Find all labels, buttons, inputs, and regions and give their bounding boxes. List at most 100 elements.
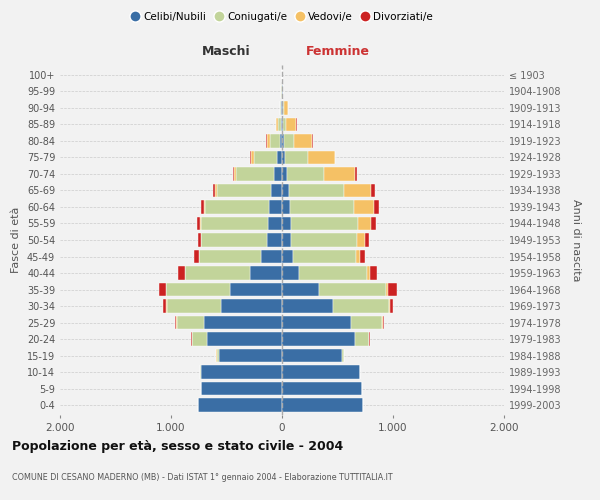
Text: Maschi: Maschi: [202, 44, 251, 58]
Bar: [357, 234, 365, 246]
Bar: [192, 332, 206, 345]
Bar: [365, 234, 369, 246]
Bar: [324, 168, 355, 180]
Bar: [282, 250, 293, 263]
Bar: [236, 168, 274, 180]
Bar: [354, 200, 374, 213]
Bar: [352, 316, 382, 329]
Bar: [178, 266, 185, 280]
Bar: [383, 316, 385, 329]
Bar: [206, 332, 282, 345]
Bar: [286, 118, 296, 131]
Bar: [371, 217, 376, 230]
Bar: [282, 102, 283, 114]
Bar: [160, 283, 166, 296]
Bar: [299, 266, 367, 280]
Bar: [282, 168, 287, 180]
Bar: [230, 283, 282, 296]
Bar: [201, 382, 282, 395]
Text: Popolazione per età, sesso e stato civile - 2004: Popolazione per età, sesso e stato civil…: [12, 440, 343, 453]
Y-axis label: Fasce di età: Fasce di età: [11, 207, 21, 273]
Bar: [194, 250, 199, 263]
Bar: [287, 168, 324, 180]
Bar: [382, 316, 383, 329]
Bar: [282, 316, 352, 329]
Bar: [221, 300, 282, 312]
Bar: [308, 151, 335, 164]
Bar: [199, 250, 262, 263]
Bar: [319, 283, 386, 296]
Bar: [282, 200, 290, 213]
Bar: [167, 300, 221, 312]
Bar: [282, 366, 360, 378]
Bar: [355, 332, 368, 345]
Bar: [282, 283, 319, 296]
Bar: [342, 349, 344, 362]
Bar: [204, 316, 282, 329]
Bar: [219, 349, 282, 362]
Bar: [291, 234, 357, 246]
Bar: [213, 184, 215, 197]
Y-axis label: Anni di nascita: Anni di nascita: [571, 198, 581, 281]
Bar: [163, 300, 166, 312]
Bar: [282, 382, 362, 395]
Bar: [280, 134, 282, 147]
Bar: [358, 217, 371, 230]
Bar: [280, 102, 281, 114]
Bar: [282, 184, 289, 197]
Bar: [290, 200, 354, 213]
Bar: [289, 184, 344, 197]
Bar: [371, 184, 374, 197]
Bar: [277, 151, 282, 164]
Bar: [274, 168, 282, 180]
Bar: [250, 151, 251, 164]
Bar: [197, 217, 200, 230]
Bar: [269, 200, 282, 213]
Bar: [361, 250, 365, 263]
Bar: [267, 234, 282, 246]
Bar: [281, 118, 282, 131]
Bar: [290, 217, 358, 230]
Bar: [266, 134, 267, 147]
Bar: [201, 234, 267, 246]
Bar: [282, 217, 290, 230]
Bar: [233, 168, 234, 180]
Bar: [283, 118, 286, 131]
Bar: [276, 118, 278, 131]
Bar: [217, 184, 271, 197]
Bar: [185, 266, 250, 280]
Bar: [205, 200, 269, 213]
Bar: [269, 134, 280, 147]
Legend: Celibi/Nubili, Coniugati/e, Vedovi/e, Divorziati/e: Celibi/Nubili, Coniugati/e, Vedovi/e, Di…: [127, 8, 437, 26]
Bar: [201, 217, 268, 230]
Bar: [201, 366, 282, 378]
Bar: [217, 349, 219, 362]
Bar: [367, 266, 370, 280]
Bar: [344, 184, 371, 197]
Bar: [166, 283, 230, 296]
Bar: [282, 300, 332, 312]
Bar: [355, 168, 356, 180]
Bar: [370, 266, 377, 280]
Bar: [281, 102, 282, 114]
Bar: [251, 151, 254, 164]
Bar: [374, 200, 379, 213]
Bar: [284, 134, 293, 147]
Bar: [197, 234, 200, 246]
Bar: [286, 151, 308, 164]
Bar: [282, 332, 355, 345]
Bar: [356, 250, 361, 263]
Bar: [293, 250, 356, 263]
Bar: [388, 283, 397, 296]
Bar: [282, 398, 363, 411]
Text: COMUNE DI CESANO MADERNO (MB) - Dati ISTAT 1° gennaio 2004 - Elaborazione TUTTIT: COMUNE DI CESANO MADERNO (MB) - Dati IST…: [12, 473, 392, 482]
Bar: [215, 184, 217, 197]
Bar: [282, 349, 342, 362]
Bar: [282, 118, 283, 131]
Bar: [282, 266, 299, 280]
Bar: [201, 200, 204, 213]
Text: Femmine: Femmine: [305, 44, 370, 58]
Bar: [386, 283, 388, 296]
Bar: [282, 134, 284, 147]
Bar: [293, 134, 312, 147]
